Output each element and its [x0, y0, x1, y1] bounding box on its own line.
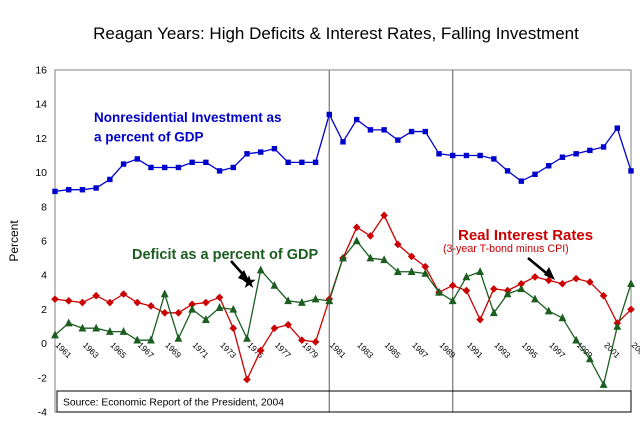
svg-text:Real Interest Rates: Real Interest Rates: [458, 227, 593, 244]
svg-text:2: 2: [41, 304, 47, 316]
svg-text:6: 6: [41, 236, 47, 248]
svg-text:4: 4: [41, 270, 47, 282]
svg-text:(3-year T-bond minus CPI): (3-year T-bond minus CPI): [443, 243, 569, 255]
svg-text:-2: -2: [38, 372, 47, 384]
svg-text:Deficit as a percent of GDP: Deficit as a percent of GDP: [132, 247, 318, 263]
svg-text:a percent of GDP: a percent of GDP: [94, 130, 204, 145]
svg-text:12: 12: [35, 133, 47, 145]
svg-text:8: 8: [41, 201, 47, 213]
svg-text:14: 14: [35, 99, 47, 111]
svg-text:16: 16: [35, 65, 47, 77]
svg-text:0: 0: [41, 338, 47, 350]
svg-text:Reagan Years: High Deficits &: Reagan Years: High Deficits & Interest R…: [93, 24, 579, 43]
svg-text:Nonresidential Investment as: Nonresidential Investment as: [94, 110, 282, 125]
svg-text:Source: Economic Report of the: Source: Economic Report of the President…: [63, 398, 284, 409]
svg-text:-4: -4: [38, 407, 47, 419]
svg-text:Percent: Percent: [7, 220, 21, 262]
svg-text:10: 10: [35, 167, 47, 179]
